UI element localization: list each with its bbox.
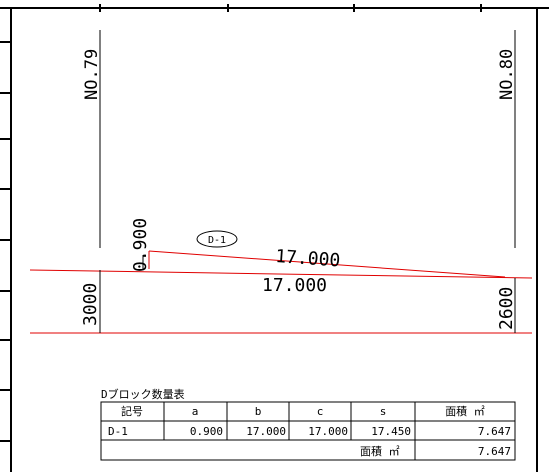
total-label: 面積 ㎡ [360,444,400,458]
quantity-table: Dブロック数量表 記号 a b c s 面積 ㎡ D-1 0.900 17.00… [100,387,516,461]
total-value: 7.647 [478,445,511,458]
left-height-label: 3000 [80,283,101,326]
cell-symbol: D-1 [108,425,128,438]
header-symbol: 記号 [121,404,143,418]
header-area: 面積 ㎡ [445,404,485,418]
red-profile [29,250,533,334]
svg-text:D-1: D-1 [208,235,226,246]
bottom-length-label: 17.000 [262,275,327,296]
cell-a: 0.900 [190,425,223,438]
block-top-slope [148,250,506,278]
station-label-left: NO.79 [82,49,102,100]
table-title: Dブロック数量表 [101,387,185,401]
header-c: c [317,405,324,418]
cell-b: 17.000 [246,425,286,438]
right-height-label: 2600 [496,287,517,330]
cell-area: 7.647 [478,425,511,438]
station-label-right: NO.80 [497,49,517,100]
block-tag: D-1 [196,230,238,248]
drawing-frame [0,4,549,472]
station-lines [99,30,516,248]
dimension-lines [99,255,516,333]
rise-label: 0.900 [130,218,151,272]
top-length-label: 17.000 [275,246,341,271]
ground-line-top [29,269,533,279]
cell-s: 17.450 [371,425,411,438]
header-a: a [192,405,199,418]
cell-c: 17.000 [308,425,348,438]
header-s: s [380,405,387,418]
header-b: b [255,405,262,418]
